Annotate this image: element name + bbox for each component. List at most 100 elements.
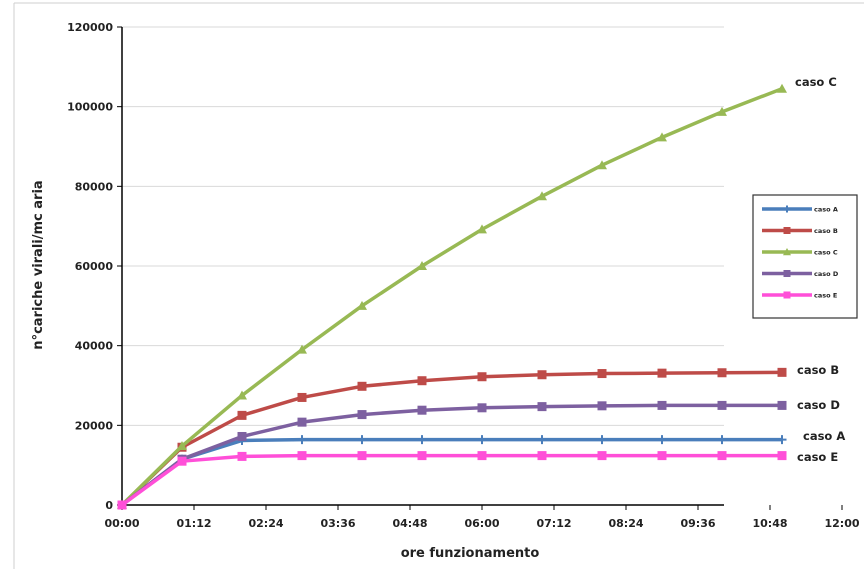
data-point [417, 451, 427, 461]
data-point [117, 500, 127, 510]
data-point [717, 435, 727, 445]
data-point [477, 451, 487, 461]
axes: 0 20000 40000 60000 80000 100000 120000 00:00 01… [67, 21, 860, 530]
data-point [237, 390, 247, 400]
data-point [357, 451, 367, 461]
series-caso-e [117, 451, 787, 510]
x-axis-title: ore funzionamento [401, 546, 540, 561]
data-point [477, 435, 487, 445]
data-point [357, 381, 367, 391]
legend-marker [783, 227, 791, 234]
data-point [297, 392, 307, 402]
data-point [597, 160, 607, 170]
data-point [537, 370, 547, 380]
legend-label: caso C [814, 249, 838, 257]
y-tick-label: 60000 [75, 260, 114, 273]
x-tick-label: 07:12 [536, 517, 571, 530]
data-point [537, 191, 547, 201]
data-point [537, 402, 547, 412]
data-point [237, 451, 247, 461]
series-end-label: caso C [795, 75, 837, 89]
series-caso-c [117, 83, 787, 509]
x-tick-label: 12:00 [824, 517, 859, 530]
x-tick-label: 02:24 [248, 517, 283, 530]
series-line [120, 437, 782, 507]
data-point [657, 368, 667, 378]
data-point [777, 367, 787, 377]
legend-marker [783, 291, 791, 299]
legend-label: caso B [814, 227, 838, 235]
series-end-labels: caso A caso B caso C caso D caso E [795, 75, 845, 464]
legend-item: caso D [762, 270, 839, 278]
data-point [477, 372, 487, 382]
data-point [537, 451, 547, 461]
data-point [417, 261, 427, 270]
data-point [237, 431, 247, 441]
data-point [717, 451, 727, 461]
data-point [417, 376, 427, 386]
data-point [177, 441, 187, 451]
data-point [717, 106, 727, 116]
data-point [657, 132, 667, 142]
x-tick-label: 01:12 [176, 517, 211, 530]
legend-marker [783, 270, 791, 277]
y-tick-label: 20000 [75, 419, 114, 432]
series-line [120, 403, 782, 507]
data-point [777, 435, 787, 445]
data-point [297, 344, 307, 354]
data-point [777, 83, 787, 93]
data-point [657, 400, 667, 410]
y-tick-label: 80000 [75, 180, 114, 193]
data-point [717, 400, 727, 410]
series-line [120, 370, 783, 507]
x-tick-label: 10:48 [752, 517, 787, 530]
x-tick-label: 04:48 [392, 517, 427, 530]
x-tick-label: 03:36 [320, 517, 355, 530]
legend-label: caso E [814, 292, 837, 300]
y-tick-label: 0 [105, 499, 113, 512]
legend-marker [783, 248, 791, 256]
data-point [357, 435, 367, 445]
x-tick-label: 08:24 [608, 517, 643, 530]
y-axis-title: n°cariche virali/mc aria [31, 180, 46, 349]
data-point [357, 300, 367, 310]
data-point [597, 451, 607, 461]
data-point [537, 435, 547, 445]
data-point [597, 369, 607, 379]
legend-label: caso D [814, 270, 839, 278]
data-point [477, 403, 487, 413]
data-point [597, 401, 607, 411]
data-point [777, 451, 787, 461]
y-tick-label: 120000 [67, 21, 113, 34]
data-point [597, 435, 607, 445]
series-end-label: caso E [797, 450, 838, 464]
legend-item: caso C [762, 248, 838, 257]
data-point [717, 368, 727, 378]
legend-item: caso E [762, 291, 837, 300]
series-end-label: caso D [797, 398, 840, 412]
legend-item: caso B [762, 227, 838, 235]
data-point [417, 405, 427, 415]
series-lines [117, 83, 787, 510]
data-point [297, 417, 307, 427]
legend: caso A caso B caso C caso D caso E [752, 194, 858, 319]
series-line [120, 453, 782, 507]
data-point [777, 400, 787, 410]
legend-marker [783, 205, 791, 213]
legend-label: caso A [814, 206, 838, 214]
data-point [657, 435, 667, 445]
data-point [357, 410, 367, 420]
data-point [657, 451, 667, 461]
data-point [417, 435, 427, 445]
series-line [120, 87, 783, 507]
series-end-label: caso B [797, 363, 839, 377]
data-point [477, 224, 487, 234]
x-tick-label: 06:00 [464, 517, 499, 530]
gridlines [122, 26, 724, 426]
data-point [297, 435, 307, 445]
legend-box [752, 194, 858, 319]
series-end-label: caso A [803, 429, 845, 443]
data-point [177, 456, 187, 466]
